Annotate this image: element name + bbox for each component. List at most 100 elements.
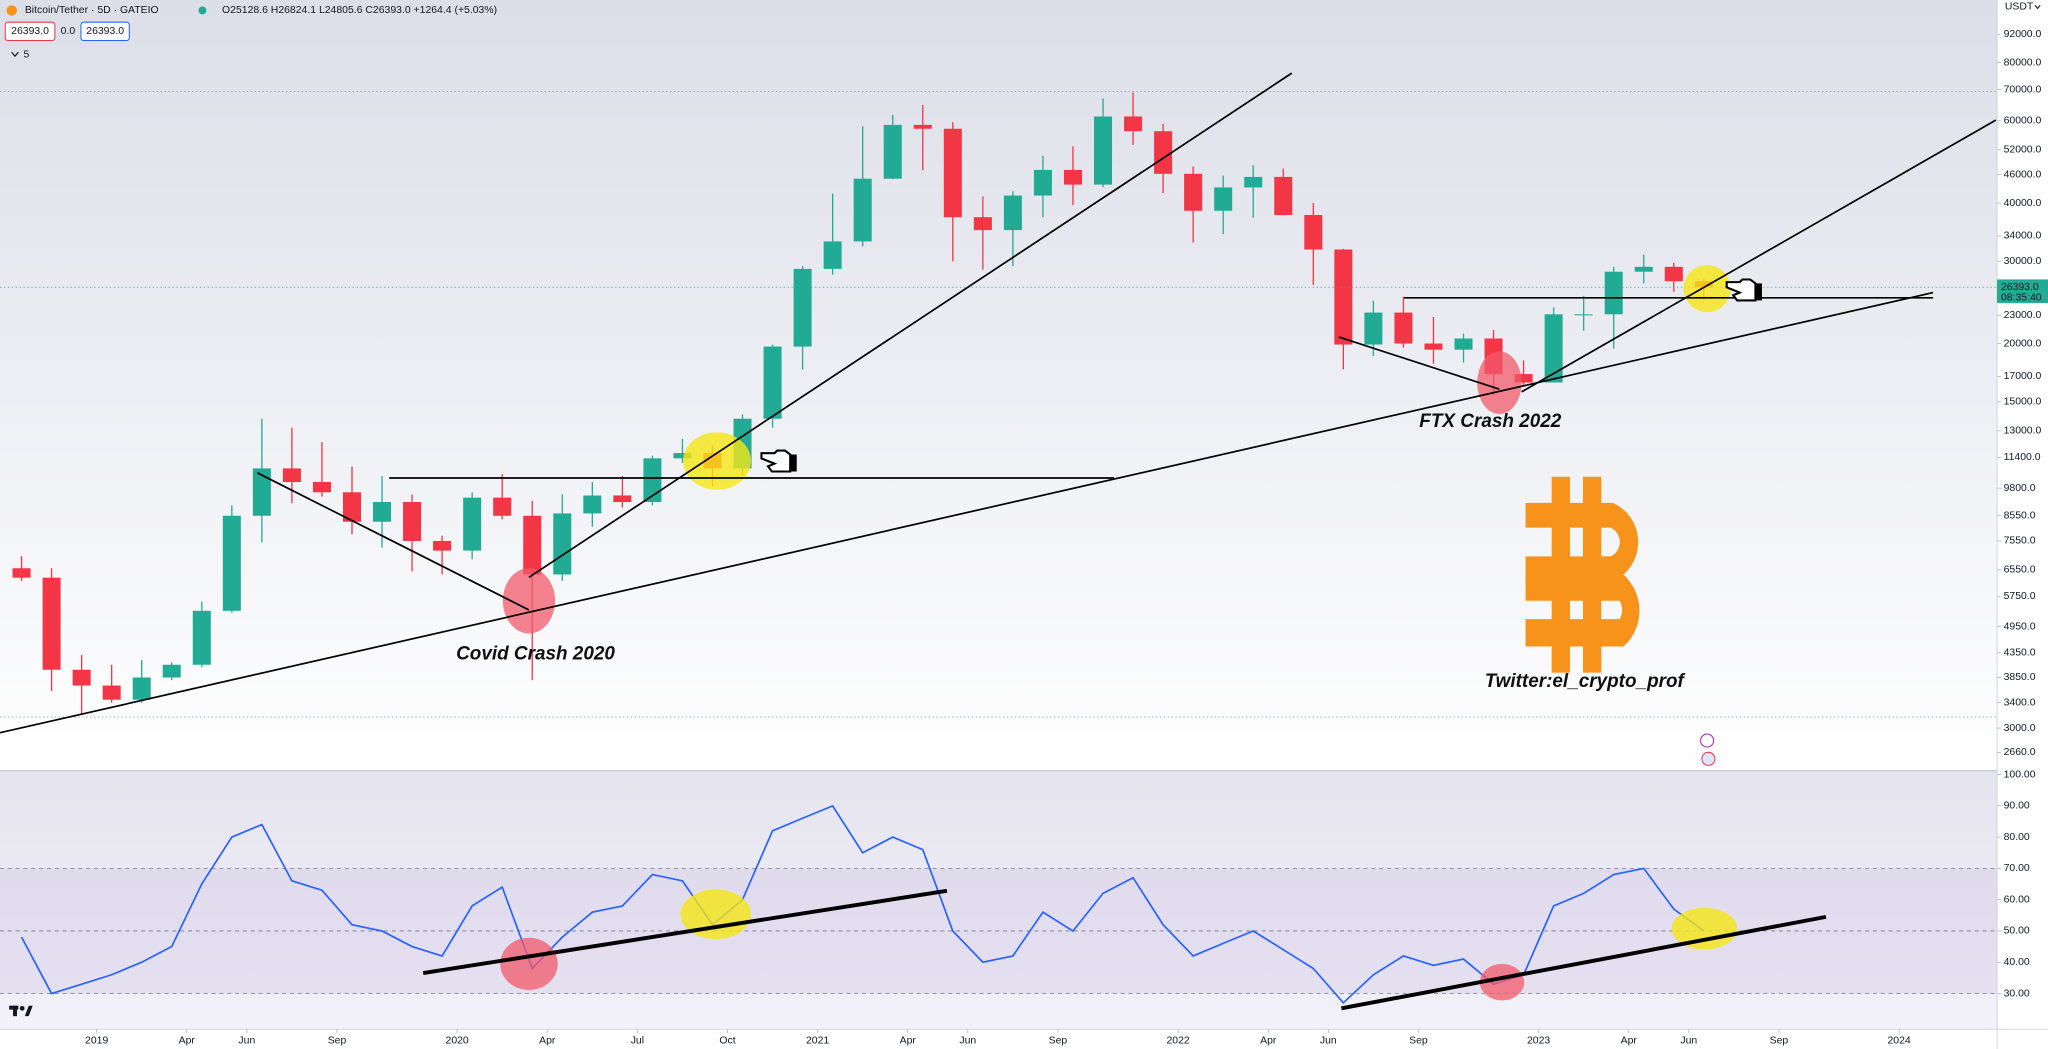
x-tick-label: Jun: [959, 1036, 976, 1047]
y-tick-label: 60.00: [2004, 894, 2030, 905]
y-tick-label: 2660.0: [2004, 747, 2036, 758]
y-tick-label: 90.00: [2004, 801, 2030, 812]
y-tick-label: 4950.0: [2004, 621, 2036, 632]
price-pane: [0, 0, 1998, 771]
bid[interactable]: 26393.0: [11, 26, 49, 37]
x-tick-label: Jun: [238, 1036, 255, 1047]
y-tick-label: 3400.0: [2004, 697, 2036, 708]
y-tick-label: 20000.0: [2004, 338, 2042, 349]
candle-body: [1094, 116, 1113, 185]
sell-box[interactable]: [4, 21, 56, 42]
candle-body: [523, 515, 542, 575]
highlight: [1479, 963, 1525, 1001]
x-tick-label: Sep: [328, 1036, 347, 1047]
y-tick-label: 80000.0: [2004, 57, 2042, 68]
trend-line: [0, 291, 1934, 734]
highlight: [680, 889, 752, 940]
y-tick-label: 23000.0: [2004, 310, 2042, 321]
y-tick-label: 9800.0: [2004, 483, 2036, 494]
candle-body: [162, 664, 181, 678]
candle-body: [1394, 312, 1413, 344]
x-tick-label: Apr: [539, 1036, 556, 1047]
candle-body: [12, 568, 31, 578]
y-tick-label: 34000.0: [2004, 231, 2042, 242]
y-tick-label: 11400.0: [2004, 452, 2041, 463]
annotation: FTX Crash 2022: [1419, 411, 1561, 432]
candle-body: [1214, 187, 1233, 211]
candle-body: [493, 497, 512, 516]
rsi-trend-line: [1341, 914, 1827, 1011]
x-tick-label: Jun: [1680, 1036, 1697, 1047]
x-tick-label: Jun: [1320, 1036, 1337, 1047]
candle-body: [673, 453, 692, 459]
y-tick-label: 3850.0: [2004, 672, 2036, 683]
annotation: Covid Crash 2020: [456, 643, 615, 664]
candle-body: [282, 468, 301, 482]
y-tick-label: 4350.0: [2004, 648, 2036, 659]
y-tick-label: 8550.0: [2004, 511, 2036, 522]
y-tick-label: 70.00: [2004, 863, 2030, 874]
candle-body: [1003, 195, 1022, 231]
y-tick-label: 7550.0: [2004, 536, 2036, 547]
tradingview-logo: [9, 1005, 33, 1017]
y-tick-label: 5750.0: [2004, 591, 2036, 602]
y-tick-label: 60000.0: [2004, 116, 2042, 127]
hand-icon: [1725, 278, 1762, 302]
rsi-trend-line: [422, 888, 948, 975]
x-tick-label: Apr: [1260, 1036, 1277, 1047]
currency[interactable]: USDT: [2005, 1, 2034, 12]
y-tick-label: 3000.0: [2004, 723, 2036, 734]
highlight: [1671, 907, 1738, 950]
highlight: [683, 432, 752, 490]
rsi-line: [20, 804, 1705, 1005]
y-tick-label: 52000.0: [2004, 145, 2042, 156]
y-tick-label: 92000.0: [2004, 29, 2042, 40]
x-tick-label: 2021: [806, 1036, 829, 1047]
x-tick-label: Sep: [1409, 1036, 1428, 1047]
countdown: 08:35:40: [2001, 293, 2042, 304]
drawings: [0, 72, 1997, 1017]
candle-body: [793, 268, 812, 347]
currency-chevron[interactable]: [2034, 4, 2041, 10]
candle-body: [102, 685, 121, 700]
candle-body: [1334, 249, 1353, 345]
y-tick-label: 50.00: [2004, 926, 2030, 937]
trend-line: [1521, 119, 1997, 393]
trend-line: [528, 72, 1293, 579]
candle-body: [973, 217, 992, 231]
candle-body: [1364, 312, 1383, 345]
candle-body: [583, 495, 602, 514]
rsi-pane: [0, 770, 1998, 1030]
indicator-count[interactable]: 5: [24, 50, 30, 61]
candle-body: [312, 481, 331, 493]
candle-body: [1544, 314, 1563, 383]
trend-line: [256, 472, 530, 611]
hand-icon: [760, 449, 797, 473]
y-tick-label: 80.00: [2004, 832, 2030, 843]
collapse-chevron[interactable]: [11, 51, 19, 58]
status-dot: [198, 6, 207, 15]
y-tick-label: 13000.0: [2004, 426, 2042, 437]
candle-body: [1424, 343, 1443, 350]
candle-body: [1033, 169, 1052, 196]
candle-body: [1063, 169, 1082, 185]
x-tick-label: Sep: [1770, 1036, 1789, 1047]
candle-body: [252, 468, 271, 516]
highlight: [500, 937, 558, 991]
candle-body: [1514, 374, 1533, 383]
candle-body: [373, 502, 392, 522]
y-tick-label: 30.00: [2004, 988, 2030, 999]
candle-body: [823, 241, 842, 269]
candle-body: [1664, 266, 1683, 282]
candle-body: [613, 495, 632, 503]
y-tick-label: 15000.0: [2004, 397, 2042, 408]
candle-body: [943, 128, 962, 218]
candle-body: [1574, 314, 1593, 316]
marks: [0, 92, 1998, 1005]
ask[interactable]: 26393.0: [86, 26, 124, 37]
x-tick-label: 2020: [446, 1036, 469, 1047]
buy-box[interactable]: [80, 21, 130, 42]
candle-body: [1304, 215, 1323, 250]
candle-body: [553, 513, 572, 575]
